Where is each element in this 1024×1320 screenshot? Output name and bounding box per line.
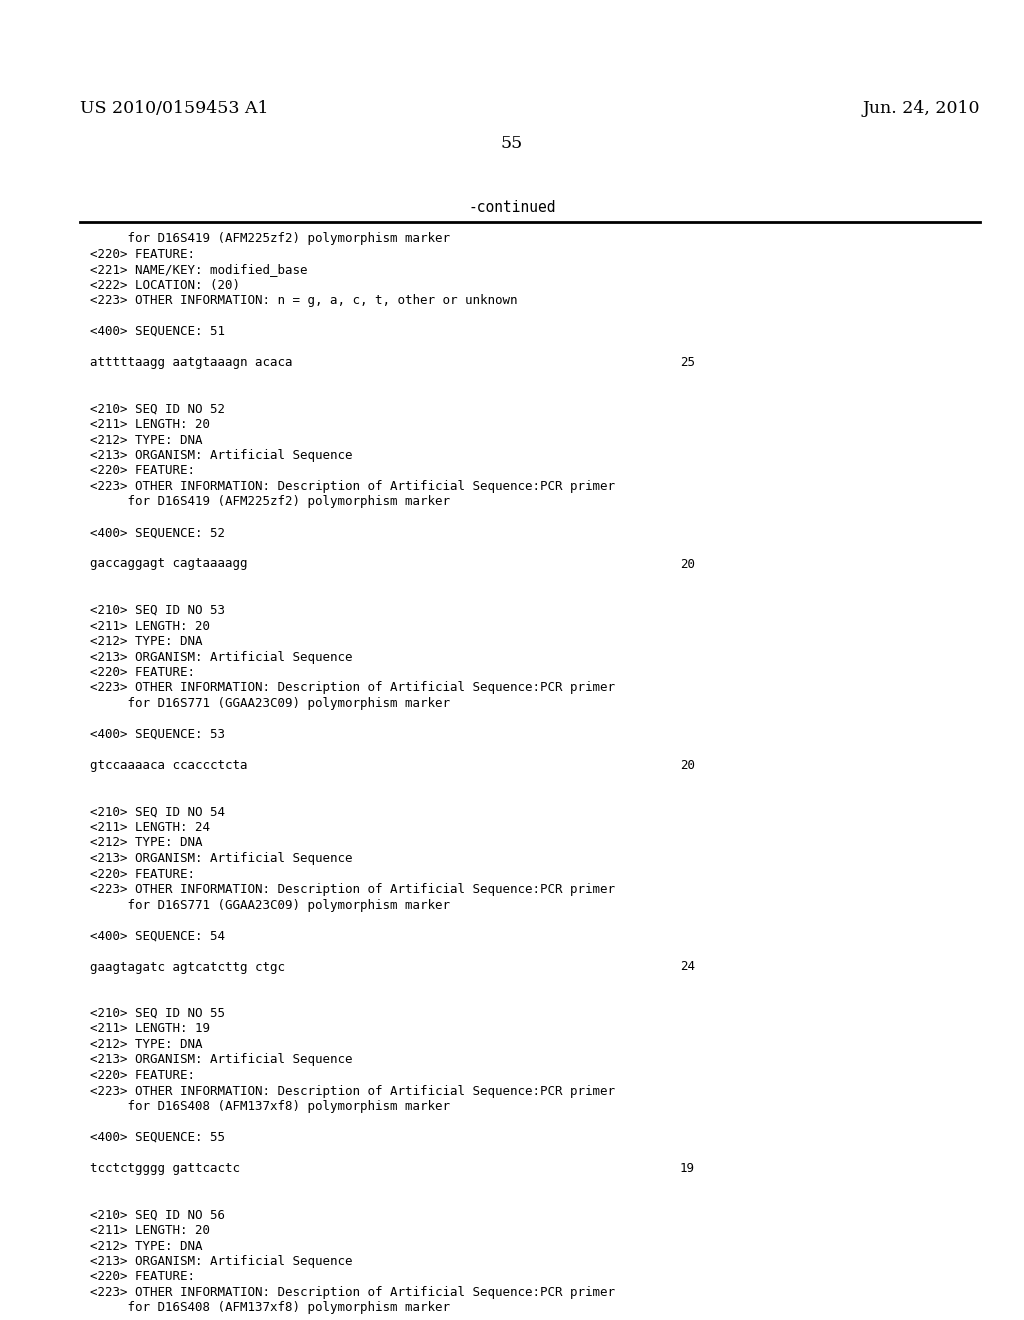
Text: for D16S419 (AFM225zf2) polymorphism marker: for D16S419 (AFM225zf2) polymorphism mar… <box>90 232 450 246</box>
Text: <211> LENGTH: 20: <211> LENGTH: 20 <box>90 418 210 432</box>
Text: <210> SEQ ID NO 53: <210> SEQ ID NO 53 <box>90 605 225 616</box>
Text: <223> OTHER INFORMATION: Description of Artificial Sequence:PCR primer: <223> OTHER INFORMATION: Description of … <box>90 1085 615 1097</box>
Text: <221> NAME/KEY: modified_base: <221> NAME/KEY: modified_base <box>90 263 307 276</box>
Text: 55: 55 <box>501 135 523 152</box>
Text: US 2010/0159453 A1: US 2010/0159453 A1 <box>80 100 268 117</box>
Text: 24: 24 <box>680 961 695 974</box>
Text: for D16S771 (GGAA23C09) polymorphism marker: for D16S771 (GGAA23C09) polymorphism mar… <box>90 899 450 912</box>
Text: <213> ORGANISM: Artificial Sequence: <213> ORGANISM: Artificial Sequence <box>90 651 352 664</box>
Text: <210> SEQ ID NO 55: <210> SEQ ID NO 55 <box>90 1007 225 1020</box>
Text: tcctctgggg gattcactc: tcctctgggg gattcactc <box>90 1162 240 1175</box>
Text: gtccaaaaca ccaccctcta: gtccaaaaca ccaccctcta <box>90 759 248 772</box>
Text: <212> TYPE: DNA: <212> TYPE: DNA <box>90 1038 203 1051</box>
Text: Jun. 24, 2010: Jun. 24, 2010 <box>862 100 980 117</box>
Text: <210> SEQ ID NO 52: <210> SEQ ID NO 52 <box>90 403 225 416</box>
Text: <400> SEQUENCE: 54: <400> SEQUENCE: 54 <box>90 929 225 942</box>
Text: <400> SEQUENCE: 53: <400> SEQUENCE: 53 <box>90 729 225 741</box>
Text: 25: 25 <box>680 356 695 370</box>
Text: for D16S408 (AFM137xf8) polymorphism marker: for D16S408 (AFM137xf8) polymorphism mar… <box>90 1302 450 1315</box>
Text: <223> OTHER INFORMATION: Description of Artificial Sequence:PCR primer: <223> OTHER INFORMATION: Description of … <box>90 883 615 896</box>
Text: <400> SEQUENCE: 51: <400> SEQUENCE: 51 <box>90 325 225 338</box>
Text: <222> LOCATION: (20): <222> LOCATION: (20) <box>90 279 240 292</box>
Text: <223> OTHER INFORMATION: n = g, a, c, t, other or unknown: <223> OTHER INFORMATION: n = g, a, c, t,… <box>90 294 517 308</box>
Text: <223> OTHER INFORMATION: Description of Artificial Sequence:PCR primer: <223> OTHER INFORMATION: Description of … <box>90 681 615 694</box>
Text: <211> LENGTH: 24: <211> LENGTH: 24 <box>90 821 210 834</box>
Text: 20: 20 <box>680 759 695 772</box>
Text: <213> ORGANISM: Artificial Sequence: <213> ORGANISM: Artificial Sequence <box>90 449 352 462</box>
Text: <400> SEQUENCE: 52: <400> SEQUENCE: 52 <box>90 527 225 540</box>
Text: <220> FEATURE:: <220> FEATURE: <box>90 667 195 678</box>
Text: <400> SEQUENCE: 55: <400> SEQUENCE: 55 <box>90 1131 225 1144</box>
Text: <211> LENGTH: 20: <211> LENGTH: 20 <box>90 1224 210 1237</box>
Text: 19: 19 <box>680 1162 695 1175</box>
Text: <220> FEATURE:: <220> FEATURE: <box>90 465 195 478</box>
Text: <211> LENGTH: 19: <211> LENGTH: 19 <box>90 1023 210 1035</box>
Text: <212> TYPE: DNA: <212> TYPE: DNA <box>90 1239 203 1253</box>
Text: <223> OTHER INFORMATION: Description of Artificial Sequence:PCR primer: <223> OTHER INFORMATION: Description of … <box>90 480 615 492</box>
Text: <220> FEATURE:: <220> FEATURE: <box>90 248 195 260</box>
Text: <220> FEATURE:: <220> FEATURE: <box>90 1069 195 1082</box>
Text: <220> FEATURE:: <220> FEATURE: <box>90 867 195 880</box>
Text: 20: 20 <box>680 557 695 570</box>
Text: <223> OTHER INFORMATION: Description of Artificial Sequence:PCR primer: <223> OTHER INFORMATION: Description of … <box>90 1286 615 1299</box>
Text: <213> ORGANISM: Artificial Sequence: <213> ORGANISM: Artificial Sequence <box>90 851 352 865</box>
Text: for D16S771 (GGAA23C09) polymorphism marker: for D16S771 (GGAA23C09) polymorphism mar… <box>90 697 450 710</box>
Text: for D16S408 (AFM137xf8) polymorphism marker: for D16S408 (AFM137xf8) polymorphism mar… <box>90 1100 450 1113</box>
Text: gaccaggagt cagtaaaagg: gaccaggagt cagtaaaagg <box>90 557 248 570</box>
Text: atttttaagg aatgtaaagn acaca: atttttaagg aatgtaaagn acaca <box>90 356 293 370</box>
Text: for D16S419 (AFM225zf2) polymorphism marker: for D16S419 (AFM225zf2) polymorphism mar… <box>90 495 450 508</box>
Text: <213> ORGANISM: Artificial Sequence: <213> ORGANISM: Artificial Sequence <box>90 1255 352 1269</box>
Text: <210> SEQ ID NO 56: <210> SEQ ID NO 56 <box>90 1209 225 1221</box>
Text: -continued: -continued <box>468 201 556 215</box>
Text: <212> TYPE: DNA: <212> TYPE: DNA <box>90 433 203 446</box>
Text: gaagtagatc agtcatcttg ctgc: gaagtagatc agtcatcttg ctgc <box>90 961 285 974</box>
Text: <213> ORGANISM: Artificial Sequence: <213> ORGANISM: Artificial Sequence <box>90 1053 352 1067</box>
Text: <211> LENGTH: 20: <211> LENGTH: 20 <box>90 619 210 632</box>
Text: <210> SEQ ID NO 54: <210> SEQ ID NO 54 <box>90 805 225 818</box>
Text: <212> TYPE: DNA: <212> TYPE: DNA <box>90 837 203 850</box>
Text: <212> TYPE: DNA: <212> TYPE: DNA <box>90 635 203 648</box>
Text: <220> FEATURE:: <220> FEATURE: <box>90 1270 195 1283</box>
